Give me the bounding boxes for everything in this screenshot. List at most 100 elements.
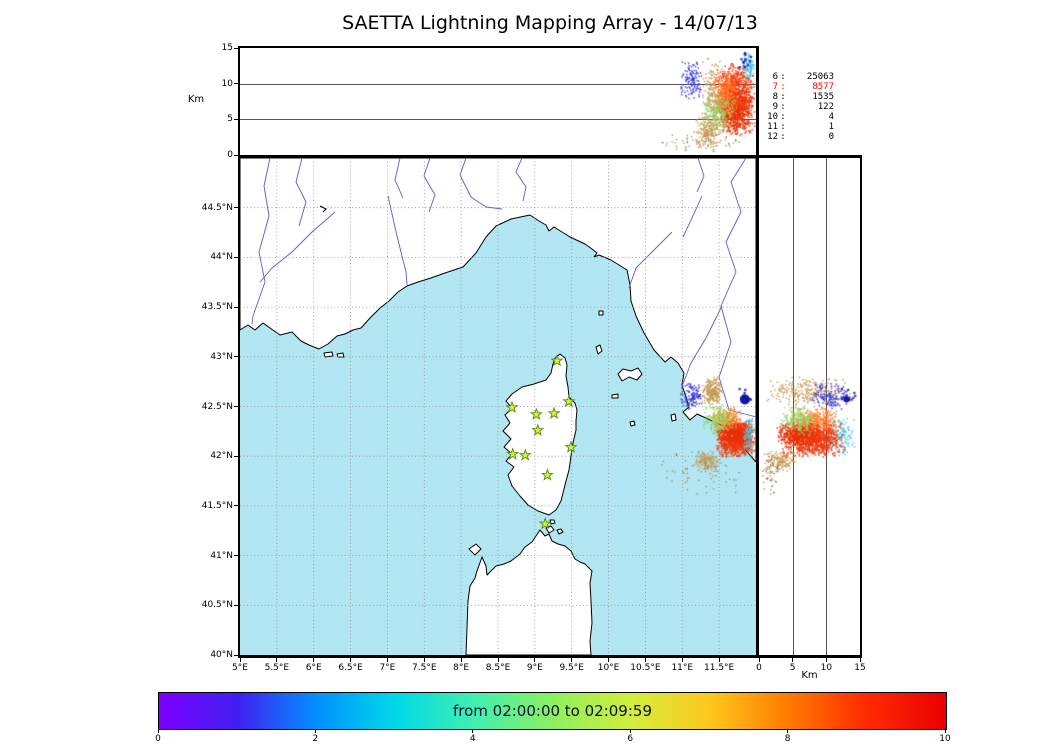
tick-mark <box>234 207 238 209</box>
tick-mark <box>497 658 499 662</box>
stats-value: 1 <box>828 122 834 132</box>
alt-vs-longitude-panel <box>240 48 756 155</box>
stats-row: 12: 0 <box>764 132 856 142</box>
tick-label: 43°N <box>210 351 233 362</box>
stats-colon: : <box>780 112 786 122</box>
tick-label: 40°N <box>210 650 233 660</box>
tick-label: 8°E <box>453 663 470 673</box>
tick-label: 10.5°E <box>630 663 661 673</box>
stats-row: 8: 1535 <box>764 92 856 102</box>
tick-label: 10 <box>820 663 833 673</box>
tick-label: 10°E <box>597 663 620 673</box>
tick-mark <box>314 729 316 733</box>
stats-value: 1535 <box>812 92 834 102</box>
stats-level: 11 <box>767 122 778 132</box>
tick-mark <box>534 658 536 662</box>
tick-mark <box>859 658 861 662</box>
panel-border <box>756 46 759 156</box>
tick-mark <box>276 658 278 662</box>
alt-lon-scatter-canvas <box>240 48 756 155</box>
stats-colon: : <box>780 82 786 92</box>
tick-mark <box>629 729 631 733</box>
tick-label: 10 <box>939 734 951 744</box>
stats-colon: : <box>780 132 786 142</box>
tick-label: 0 <box>756 663 762 673</box>
stats-row: 7: 8577 <box>764 82 856 92</box>
tick-mark <box>608 658 610 662</box>
tick-mark <box>234 306 238 308</box>
stats-level: 10 <box>767 112 778 122</box>
tick-label: 8 <box>784 734 791 744</box>
tick-label: 43.5°N <box>201 302 233 313</box>
tick-label: 7.5°E <box>412 663 437 673</box>
map-scatter-canvas <box>240 158 756 655</box>
tick-mark <box>234 604 238 606</box>
tick-label: 6°E <box>305 663 322 673</box>
tick-label: 7°E <box>379 663 396 673</box>
tick-mark <box>681 658 683 662</box>
stats-row: 10: 4 <box>764 112 856 122</box>
stats-value: 0 <box>828 132 834 142</box>
tick-label: 44°N <box>210 252 233 263</box>
tick-label: 41°N <box>210 550 233 561</box>
tick-label: 2 <box>312 734 319 744</box>
tick-label: 40.5°N <box>201 600 233 611</box>
panel-border <box>860 158 862 655</box>
tick-mark <box>234 455 238 457</box>
tick-mark <box>460 658 462 662</box>
stats-colon: : <box>780 92 786 102</box>
tick-mark <box>234 406 238 407</box>
tick-mark <box>423 658 425 662</box>
tick-label: 0 <box>227 150 233 160</box>
tick-label: 5 <box>789 663 796 673</box>
tick-mark <box>350 658 352 662</box>
tick-mark <box>157 729 159 733</box>
stats-level: 7 <box>772 82 778 92</box>
tick-mark <box>234 356 238 358</box>
tick-mark <box>239 658 241 662</box>
stats-value: 8577 <box>812 82 834 92</box>
tick-label: 11.5°E <box>704 663 735 673</box>
tick-label: 41.5°N <box>201 500 233 511</box>
panel-border <box>756 155 759 658</box>
tick-mark <box>472 729 474 733</box>
tick-label: 5.5°E <box>264 663 290 673</box>
tick-mark <box>234 47 238 49</box>
tick-mark <box>234 83 238 85</box>
tick-mark <box>944 729 946 733</box>
stats-level: 8 <box>772 92 778 102</box>
tick-mark <box>644 658 646 662</box>
tick-mark <box>234 505 238 507</box>
tick-label: 0 <box>155 734 161 744</box>
station-count-panel: 6: 25063 7: 8577 8: 1535 9: 122 10: 4 11: 1 12: 0 <box>764 72 856 142</box>
stats-value: 25063 <box>806 72 834 82</box>
panel-border <box>238 655 862 658</box>
tick-mark <box>234 654 238 656</box>
tick-label: 6 <box>627 734 634 744</box>
tick-label: 44.5°N <box>201 202 233 213</box>
tick-mark <box>234 154 238 156</box>
tick-mark <box>234 256 238 258</box>
stats-value: 122 <box>817 102 834 112</box>
tick-label: 4 <box>469 734 476 744</box>
alt-vs-latitude-panel <box>759 158 860 655</box>
tick-label: Km <box>801 670 818 681</box>
tick-label: Km <box>187 94 205 105</box>
stats-value: 4 <box>828 112 834 122</box>
tick-label: 8.5°E <box>485 663 511 673</box>
tick-mark <box>386 658 388 662</box>
stats-colon: : <box>780 102 786 112</box>
panel-border <box>238 46 240 156</box>
tick-mark <box>234 555 238 557</box>
colorbar-time-label: from 02:00:00 to 02:09:59 <box>452 702 652 720</box>
tick-mark <box>718 658 720 662</box>
tick-label: 5 <box>227 114 233 125</box>
tick-label: 15 <box>221 43 233 53</box>
stats-level: 9 <box>772 102 778 112</box>
panel-border <box>238 158 240 655</box>
stats-level: 6 <box>772 72 778 82</box>
tick-label: 6.5°E <box>338 663 363 673</box>
stats-row: 6: 25063 <box>764 72 856 82</box>
tick-label: 9°E <box>526 663 543 673</box>
stats-colon: : <box>780 122 786 132</box>
